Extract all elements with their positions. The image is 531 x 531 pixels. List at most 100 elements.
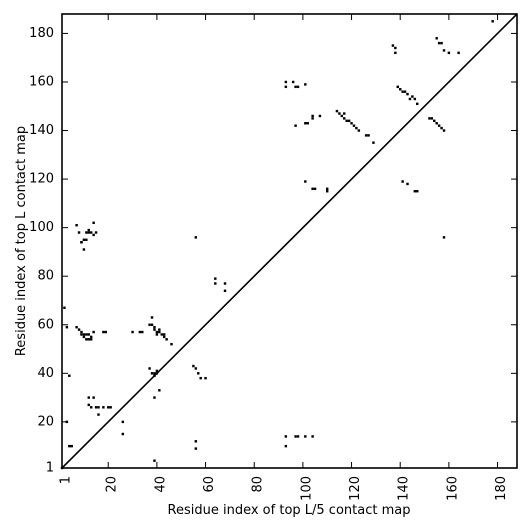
contact-point — [296, 85, 300, 89]
contact-point — [102, 330, 105, 334]
contact-point — [391, 44, 395, 47]
contact-point — [294, 435, 297, 438]
contact-point — [223, 282, 227, 285]
x-axis-ticks: 1 20 40 60 80 100 120 140 160 180 — [59, 14, 509, 501]
contact-point — [294, 85, 297, 89]
contact-point — [97, 406, 100, 409]
contact-points — [60, 20, 494, 470]
contact-point — [194, 447, 198, 450]
contact-point — [343, 112, 346, 115]
contact-point — [153, 328, 156, 331]
contact-point — [141, 330, 144, 334]
contact-point — [68, 374, 71, 377]
contact-point — [89, 406, 93, 409]
contact-point — [153, 396, 156, 399]
contact-point — [85, 333, 88, 336]
contact-point — [325, 190, 329, 193]
contact-point — [170, 342, 173, 346]
x-tick-label: 160 — [445, 476, 460, 501]
contact-point — [294, 124, 297, 127]
y-tick-label: 80 — [37, 269, 54, 284]
x-axis-label: Residue index of top L/5 contact map — [168, 503, 411, 518]
contact-point — [85, 231, 88, 234]
contact-point — [85, 238, 88, 241]
y-tick-label: 100 — [29, 220, 54, 235]
contact-point — [97, 413, 100, 416]
contact-point — [457, 51, 460, 55]
contact-point — [430, 117, 434, 120]
contact-point — [304, 122, 307, 125]
contact-point — [284, 80, 288, 84]
contact-point — [165, 338, 168, 341]
contact-point — [194, 236, 198, 239]
y-tick-label: 140 — [29, 123, 54, 138]
x-tick-label: 20 — [105, 476, 120, 493]
contact-point — [107, 406, 110, 409]
x-tick-label: 60 — [202, 476, 217, 493]
contact-point — [343, 117, 346, 120]
contact-point — [192, 364, 195, 368]
diagonal-line — [61, 13, 518, 469]
contact-point — [109, 406, 112, 409]
contact-point — [102, 406, 105, 409]
contact-point — [304, 83, 307, 86]
contact-point — [406, 182, 409, 186]
contact-point — [350, 122, 353, 125]
contact-point — [311, 117, 314, 120]
x-tick-label: 120 — [348, 476, 363, 501]
contact-point — [89, 335, 93, 339]
x-tick-label: 1 — [59, 476, 74, 484]
contact-point — [442, 49, 446, 52]
contact-point — [94, 406, 98, 409]
contact-point — [194, 440, 198, 443]
contact-point — [325, 187, 329, 191]
contact-point — [284, 444, 288, 448]
contact-point — [75, 325, 78, 329]
contact-point — [311, 187, 314, 191]
contact-point — [355, 126, 358, 130]
y-tick-label: 20 — [37, 414, 54, 429]
contact-point — [304, 180, 307, 183]
contact-point — [162, 335, 166, 339]
y-tick-label: 60 — [37, 317, 54, 332]
contact-point — [63, 306, 66, 309]
contact-point — [148, 323, 151, 326]
contact-point — [413, 97, 417, 101]
contact-point — [80, 241, 83, 244]
contact-point — [416, 190, 419, 193]
contact-point — [82, 333, 86, 336]
contact-point — [153, 325, 156, 329]
contact-point — [197, 372, 200, 375]
contact-point — [82, 335, 86, 339]
contact-point — [296, 435, 300, 438]
contact-point — [77, 231, 81, 234]
contact-point — [442, 129, 446, 132]
contact-point — [435, 122, 438, 125]
plot-frame — [61, 13, 518, 469]
contact-point — [214, 282, 217, 285]
contact-point — [65, 325, 69, 329]
contact-point — [68, 444, 71, 448]
contact-point — [155, 330, 159, 334]
contact-point — [352, 124, 356, 127]
contact-point — [199, 376, 202, 380]
contact-point — [311, 435, 314, 438]
contact-point — [138, 330, 142, 334]
contact-point — [396, 85, 399, 89]
contact-point — [398, 88, 402, 91]
contact-point — [442, 236, 446, 239]
contact-point — [153, 459, 156, 462]
contact-point — [92, 330, 95, 334]
contact-point — [440, 41, 443, 45]
y-tick-label: 40 — [37, 366, 54, 381]
contact-point — [82, 248, 86, 251]
contact-point — [155, 333, 159, 336]
contact-point — [70, 444, 73, 448]
contact-point — [80, 333, 83, 336]
contact-point — [92, 221, 95, 225]
contact-point — [153, 372, 156, 375]
y-axis-label: Residue index of top L contact map — [14, 126, 29, 356]
contact-point — [306, 122, 309, 125]
contact-point — [104, 330, 108, 334]
